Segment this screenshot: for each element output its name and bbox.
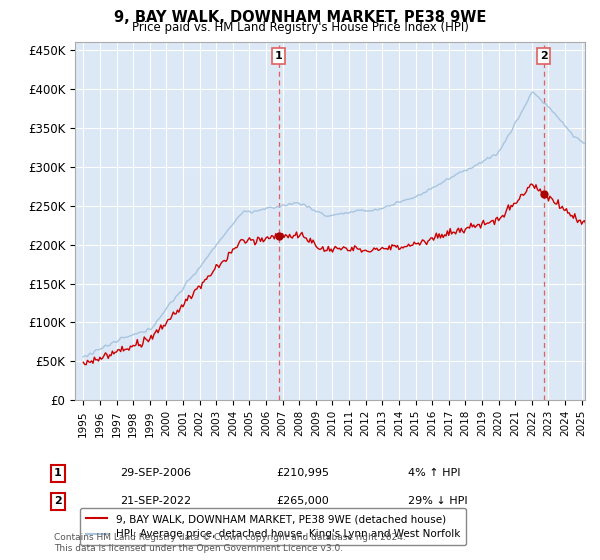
Text: 29% ↓ HPI: 29% ↓ HPI [408,496,467,506]
Text: 1: 1 [275,51,283,61]
Text: Price paid vs. HM Land Registry's House Price Index (HPI): Price paid vs. HM Land Registry's House … [131,21,469,34]
Text: Contains HM Land Registry data © Crown copyright and database right 2024.
This d: Contains HM Land Registry data © Crown c… [54,533,406,553]
Text: £210,995: £210,995 [276,468,329,478]
Text: 1: 1 [54,468,62,478]
Text: 9, BAY WALK, DOWNHAM MARKET, PE38 9WE: 9, BAY WALK, DOWNHAM MARKET, PE38 9WE [114,10,486,25]
Text: 21-SEP-2022: 21-SEP-2022 [120,496,191,506]
Text: 2: 2 [540,51,548,61]
Text: £265,000: £265,000 [276,496,329,506]
Text: 29-SEP-2006: 29-SEP-2006 [120,468,191,478]
Text: 2: 2 [54,496,62,506]
Legend: 9, BAY WALK, DOWNHAM MARKET, PE38 9WE (detached house), HPI: Average price, deta: 9, BAY WALK, DOWNHAM MARKET, PE38 9WE (d… [80,508,466,545]
Text: 4% ↑ HPI: 4% ↑ HPI [408,468,461,478]
